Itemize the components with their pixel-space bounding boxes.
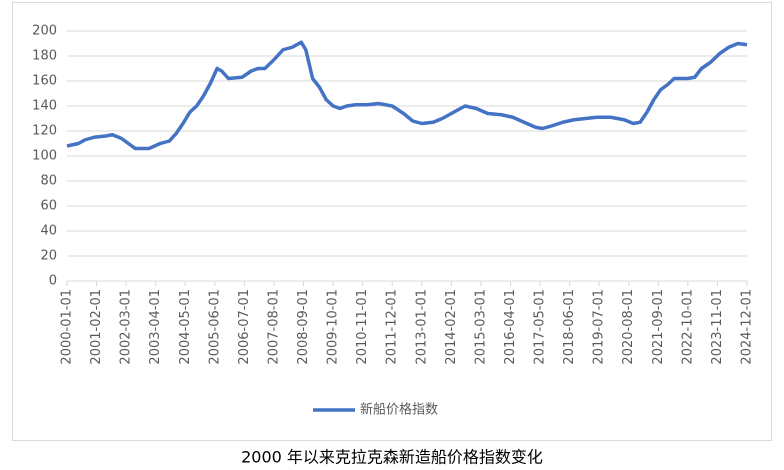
x-tick-label: 2001-02-01: [89, 289, 104, 365]
x-tick-label: 2007-08-01: [266, 289, 281, 365]
y-tick-label: 180: [32, 49, 57, 64]
x-tick-label: 2019-07-01: [592, 289, 607, 365]
x-tick-label: 2006-07-01: [237, 289, 252, 365]
x-tick-label: 2022-10-01: [680, 289, 695, 365]
x-tick-label: 2013-01-01: [414, 289, 429, 365]
y-tick-label: 140: [32, 99, 57, 114]
y-tick-label: 60: [40, 199, 57, 214]
y-tick-label: 100: [32, 149, 57, 164]
x-tick-label: 2020-08-01: [621, 289, 636, 365]
x-tick-label: 2023-11-01: [710, 289, 725, 365]
x-tick-label: 2017-05-01: [533, 289, 548, 365]
chart-border: [12, 2, 772, 441]
chart-title: 2000 年以来克拉克森新造船价格指数变化: [241, 448, 543, 467]
y-tick-label: 200: [32, 24, 57, 39]
x-tick-label: 2002-03-01: [119, 289, 134, 365]
x-tick-label: 2010-11-01: [355, 289, 370, 365]
y-tick-label: 120: [32, 124, 57, 139]
x-tick-label: 2018-06-01: [562, 289, 577, 365]
x-tick-label: 2016-04-01: [503, 289, 518, 365]
y-tick-label: 160: [32, 74, 57, 89]
x-tick-label: 2008-09-01: [296, 289, 311, 365]
x-tick-label: 2009-10-01: [326, 289, 341, 365]
x-tick-label: 2011-12-01: [385, 289, 400, 365]
x-tick-label: 2014-02-01: [444, 289, 459, 365]
x-tick-label: 2015-03-01: [473, 289, 488, 365]
x-tick-label: 2021-09-01: [651, 289, 666, 365]
x-tick-label: 2005-06-01: [207, 289, 222, 365]
x-tick-label: 2003-04-01: [148, 289, 163, 365]
y-tick-label: 20: [40, 249, 57, 264]
x-tick-label: 2004-05-01: [178, 289, 193, 365]
x-tick-label: 2000-01-01: [60, 289, 75, 365]
legend-label: 新船价格指数: [360, 402, 438, 418]
y-tick-label: 0: [49, 274, 57, 289]
x-tick-label: 2024-12-01: [740, 289, 755, 365]
y-tick-label: 80: [40, 174, 57, 189]
line: [66, 40, 748, 151]
y-tick-label: 40: [40, 224, 57, 239]
